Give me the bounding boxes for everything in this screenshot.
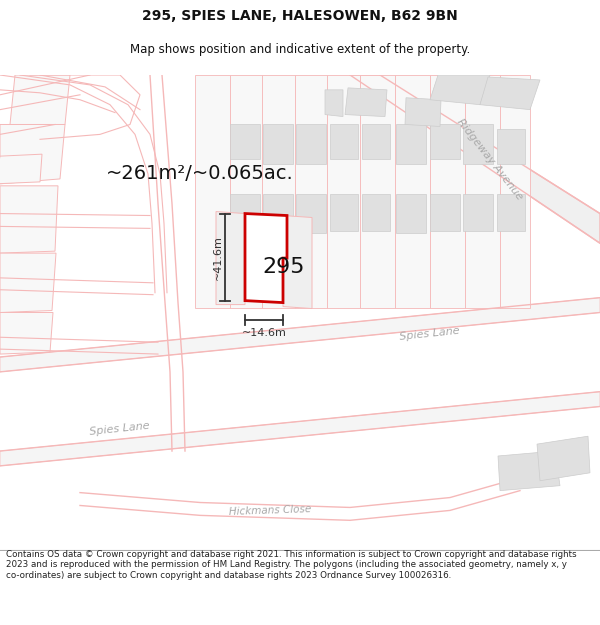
Polygon shape bbox=[362, 124, 390, 159]
Polygon shape bbox=[216, 211, 245, 304]
Polygon shape bbox=[350, 75, 600, 243]
Polygon shape bbox=[263, 194, 293, 233]
Polygon shape bbox=[230, 124, 260, 159]
Polygon shape bbox=[10, 75, 70, 124]
Polygon shape bbox=[245, 214, 287, 302]
Text: ~261m²/~0.065ac.: ~261m²/~0.065ac. bbox=[106, 164, 294, 184]
Polygon shape bbox=[430, 124, 460, 159]
Polygon shape bbox=[0, 186, 58, 253]
Text: Map shows position and indicative extent of the property.: Map shows position and indicative extent… bbox=[130, 42, 470, 56]
Polygon shape bbox=[0, 312, 53, 354]
Polygon shape bbox=[263, 124, 293, 164]
Polygon shape bbox=[463, 124, 493, 164]
Polygon shape bbox=[0, 253, 56, 312]
Text: ~41.6m: ~41.6m bbox=[213, 234, 223, 279]
Polygon shape bbox=[405, 98, 441, 126]
Text: 295, SPIES LANE, HALESOWEN, B62 9BN: 295, SPIES LANE, HALESOWEN, B62 9BN bbox=[142, 9, 458, 23]
Polygon shape bbox=[262, 75, 295, 308]
Text: Spies Lane: Spies Lane bbox=[400, 326, 461, 342]
Polygon shape bbox=[463, 194, 493, 231]
Polygon shape bbox=[430, 194, 460, 231]
Polygon shape bbox=[362, 194, 390, 231]
Polygon shape bbox=[295, 75, 327, 308]
Polygon shape bbox=[325, 90, 343, 116]
Text: Spies Lane: Spies Lane bbox=[89, 421, 151, 437]
Polygon shape bbox=[0, 298, 600, 372]
Text: Hickmans Close: Hickmans Close bbox=[229, 504, 311, 517]
Polygon shape bbox=[296, 124, 326, 164]
Polygon shape bbox=[327, 75, 360, 308]
Polygon shape bbox=[497, 129, 525, 164]
Polygon shape bbox=[0, 154, 42, 184]
Polygon shape bbox=[498, 451, 560, 491]
Polygon shape bbox=[230, 75, 262, 308]
Polygon shape bbox=[537, 436, 590, 481]
Text: Ridgeway Avenue: Ridgeway Avenue bbox=[455, 117, 525, 202]
Text: 295: 295 bbox=[263, 257, 305, 277]
Polygon shape bbox=[283, 216, 312, 309]
Polygon shape bbox=[330, 124, 358, 159]
Polygon shape bbox=[480, 77, 540, 109]
Polygon shape bbox=[396, 194, 426, 233]
Polygon shape bbox=[360, 75, 395, 308]
Polygon shape bbox=[0, 392, 600, 466]
Polygon shape bbox=[395, 75, 430, 308]
Polygon shape bbox=[0, 124, 65, 184]
Polygon shape bbox=[430, 75, 490, 104]
Polygon shape bbox=[430, 75, 465, 308]
Polygon shape bbox=[500, 75, 530, 308]
Polygon shape bbox=[296, 194, 326, 233]
Polygon shape bbox=[230, 194, 260, 233]
Text: ~14.6m: ~14.6m bbox=[242, 328, 286, 338]
Text: Contains OS data © Crown copyright and database right 2021. This information is : Contains OS data © Crown copyright and d… bbox=[6, 550, 577, 580]
Polygon shape bbox=[330, 194, 358, 231]
Polygon shape bbox=[497, 194, 525, 231]
Polygon shape bbox=[195, 75, 230, 308]
Polygon shape bbox=[345, 88, 387, 116]
Polygon shape bbox=[396, 124, 426, 164]
Polygon shape bbox=[465, 75, 500, 308]
